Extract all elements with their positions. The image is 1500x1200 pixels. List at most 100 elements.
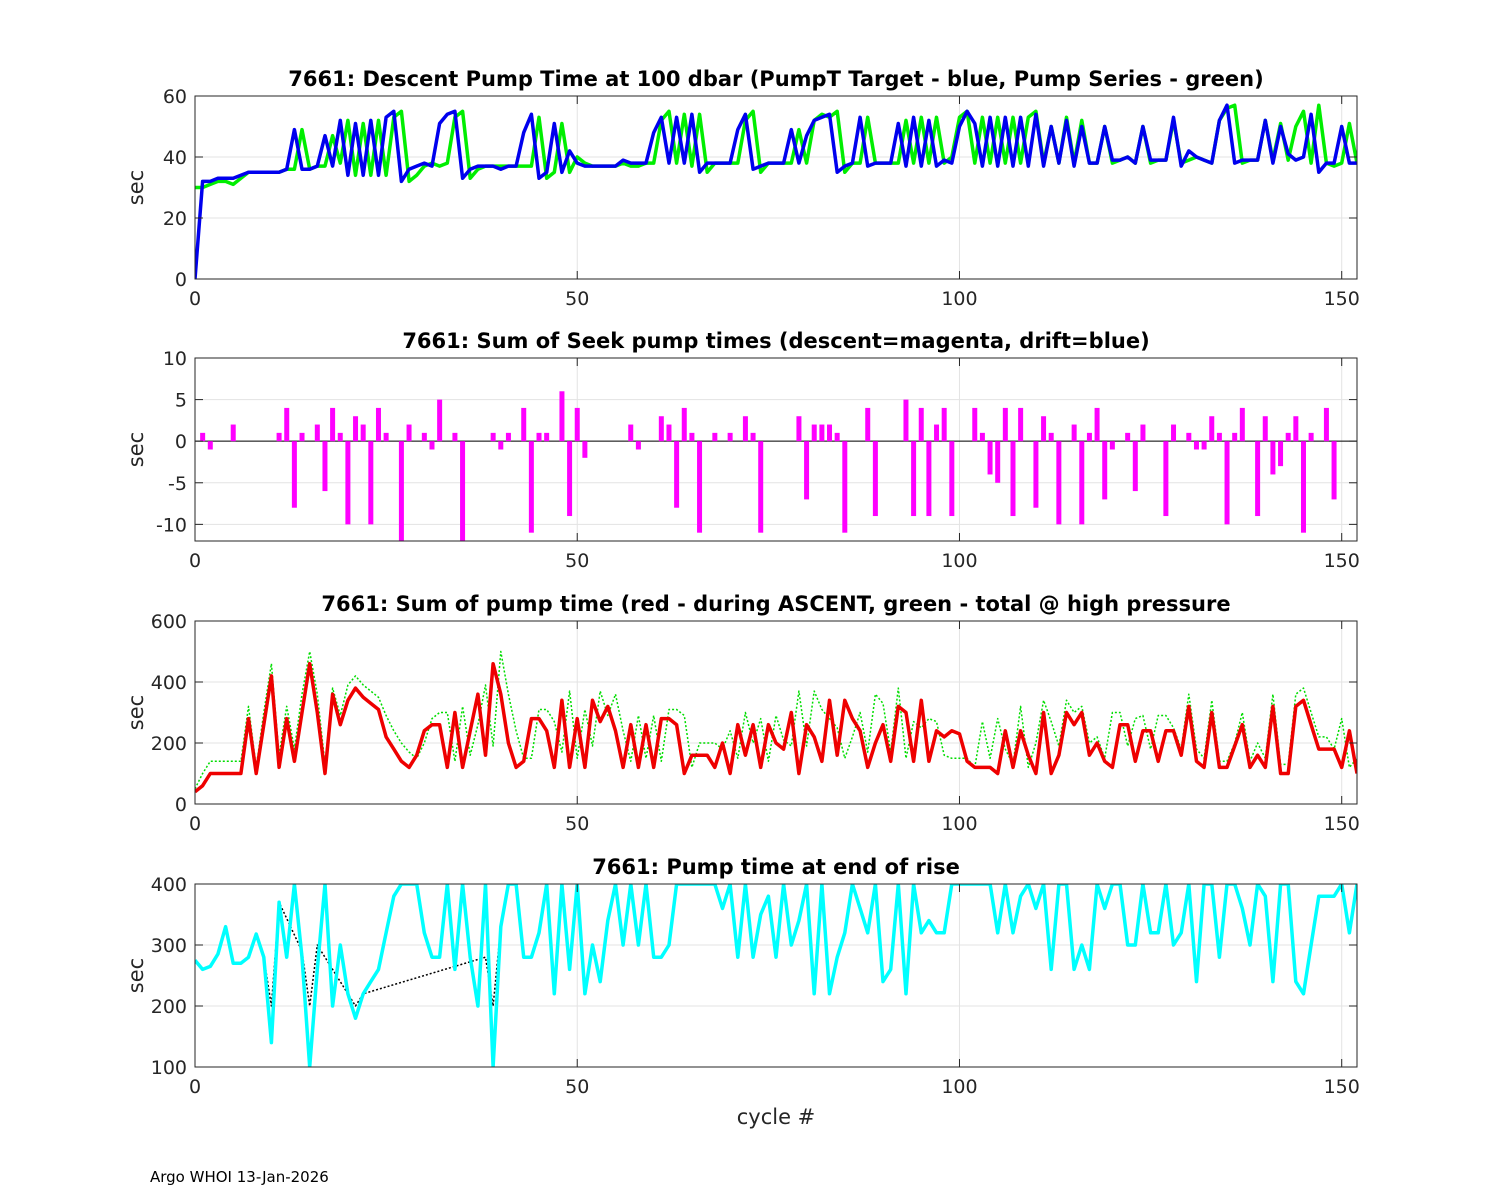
y-tick-label: 0 — [175, 431, 187, 453]
bar — [1331, 441, 1337, 500]
bar — [1186, 432, 1192, 442]
bar — [360, 424, 366, 442]
bar — [1209, 416, 1215, 442]
bar — [628, 424, 634, 442]
bar — [1232, 432, 1238, 442]
bar — [1071, 424, 1077, 442]
bar — [284, 407, 290, 442]
y-axis-label: sec — [124, 170, 148, 205]
bar — [827, 424, 833, 442]
bar — [330, 407, 336, 442]
y-axis-label: sec — [124, 695, 148, 730]
y-tick-label: 20 — [163, 208, 187, 230]
chart-panel-4: 0 50 100 150 100 200 300 400 7661: Pump time at … — [124, 855, 1360, 1129]
bar — [1056, 441, 1062, 525]
axes-box — [194, 357, 1358, 542]
bar — [421, 432, 427, 442]
y-tick-label: 600 — [151, 611, 187, 633]
bar — [1308, 432, 1314, 442]
x-tick-label: 150 — [1324, 813, 1360, 835]
bar — [819, 424, 825, 442]
bar — [1018, 407, 1024, 442]
bar — [689, 432, 695, 442]
series-line — [195, 661, 1357, 794]
bar — [949, 441, 955, 517]
bar — [804, 441, 810, 500]
bar — [452, 432, 458, 442]
chart-panel-2: 0 50 100 150 -10 -5 0 5 10 7661: Sum of Seek pump… — [124, 329, 1360, 572]
bar — [666, 424, 672, 442]
bar — [567, 441, 573, 517]
plot-content — [195, 103, 1357, 279]
series-line — [195, 884, 1357, 1067]
bar — [842, 441, 848, 533]
y-tick-label: 200 — [151, 733, 187, 755]
bar — [291, 441, 297, 508]
bar — [398, 441, 404, 541]
x-tick-label: 50 — [565, 288, 589, 310]
x-tick-label: 0 — [189, 550, 201, 572]
bar — [1278, 441, 1284, 467]
y-tick-label: 0 — [175, 269, 187, 291]
bar — [429, 441, 435, 450]
x-tick-label: 50 — [565, 813, 589, 835]
bar — [536, 432, 542, 442]
y-axis-label: sec — [124, 958, 148, 993]
bar — [574, 407, 580, 442]
bar — [834, 432, 840, 442]
bar — [903, 399, 909, 442]
axes-box — [194, 883, 1358, 1068]
bar — [375, 407, 381, 442]
bar — [1086, 432, 1092, 442]
bar — [727, 432, 733, 442]
bar — [811, 424, 817, 442]
x-tick-label: 100 — [941, 288, 977, 310]
y-tick-label: 0 — [175, 794, 187, 816]
plot-area — [195, 884, 1357, 1067]
x-tick-label: 0 — [189, 1076, 201, 1098]
plot-content — [195, 884, 1357, 1067]
bar — [1125, 432, 1131, 442]
y-tick-label: -5 — [168, 473, 187, 495]
bar — [406, 424, 412, 442]
bar — [314, 424, 320, 442]
plot-content — [195, 650, 1357, 794]
bar — [1140, 424, 1146, 442]
series-line — [195, 103, 1357, 279]
bar — [1102, 441, 1108, 500]
plot-area — [195, 96, 1357, 279]
bar — [1201, 441, 1207, 450]
bar — [1255, 441, 1261, 517]
x-axis-label: cycle # — [737, 1105, 816, 1129]
bar — [796, 416, 802, 442]
bar — [353, 416, 359, 442]
axes-box — [194, 620, 1358, 805]
bar — [582, 441, 588, 458]
bar — [490, 432, 496, 442]
bar — [697, 441, 703, 533]
bar — [674, 441, 680, 508]
bar — [200, 432, 206, 442]
y-tick-label: 60 — [163, 86, 187, 108]
chart-title: 7661: Pump time at end of rise — [592, 855, 960, 879]
bar — [918, 407, 924, 442]
bar — [1262, 416, 1268, 442]
bar — [1224, 441, 1230, 525]
bar — [926, 441, 932, 517]
y-tick-label: 5 — [175, 390, 187, 412]
bar — [528, 441, 534, 533]
bar — [979, 432, 985, 442]
plot-content — [195, 391, 1357, 541]
y-tick-label: 10 — [163, 348, 187, 370]
bar — [865, 407, 871, 442]
x-tick-label: 0 — [189, 288, 201, 310]
y-tick-label: 100 — [151, 1057, 187, 1079]
bar — [712, 432, 718, 442]
bar — [1163, 441, 1169, 517]
chart-title: 7661: Sum of pump time (red - during ASC… — [321, 592, 1230, 616]
bar — [1109, 441, 1115, 450]
y-axis-label: sec — [124, 432, 148, 467]
bar — [544, 432, 550, 442]
x-tick-label: 50 — [565, 1076, 589, 1098]
